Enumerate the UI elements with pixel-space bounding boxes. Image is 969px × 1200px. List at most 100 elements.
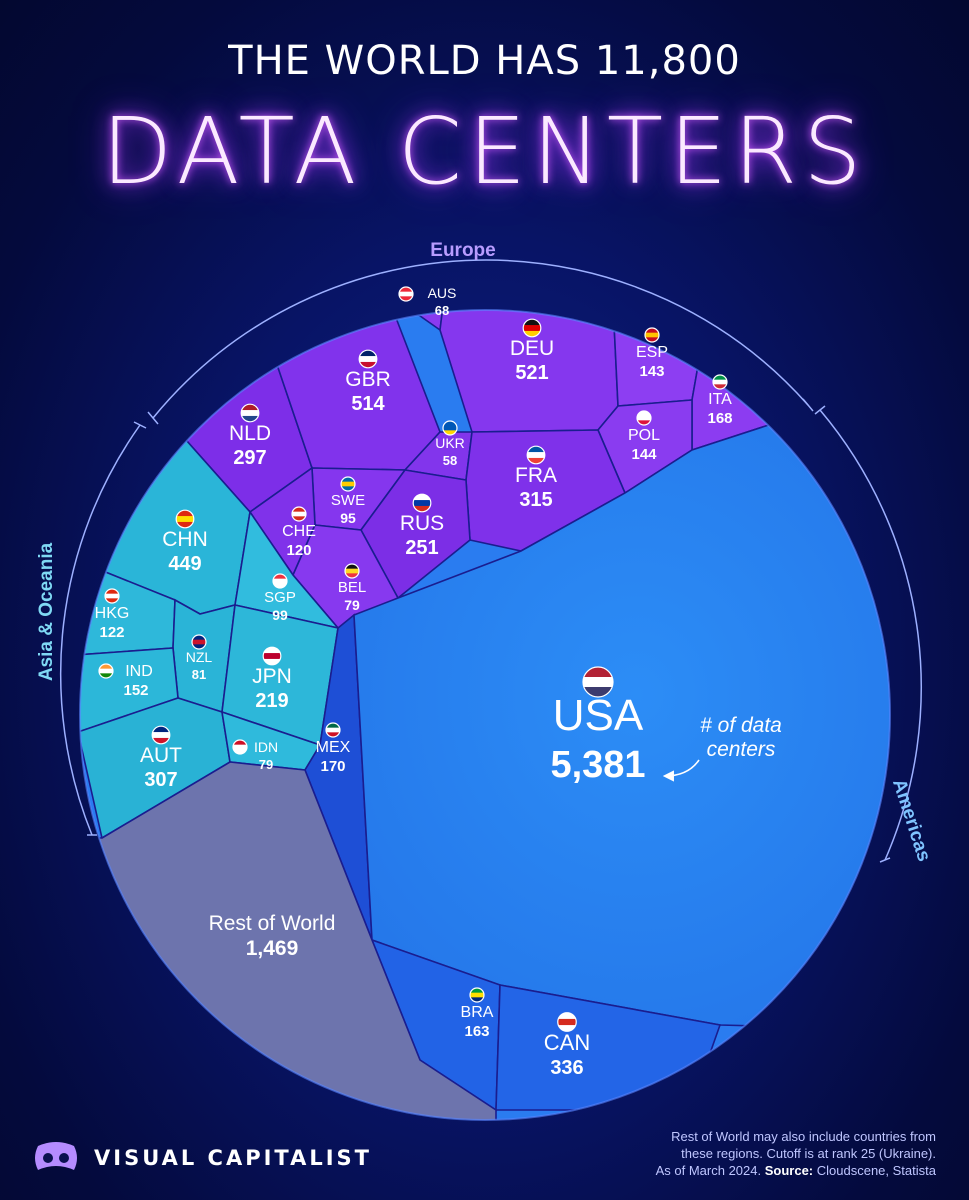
value-swe: 95 xyxy=(340,510,356,526)
group-label-europe: Europe xyxy=(430,240,495,261)
flag-mex-icon xyxy=(325,722,341,738)
footnote-date: As of March 2024. xyxy=(655,1163,765,1178)
flag-hkg-icon xyxy=(104,588,120,604)
footnote-line3: As of March 2024. Source: Cloudscene, St… xyxy=(576,1162,936,1179)
label-gbr: GBR xyxy=(345,368,391,391)
label-chn: CHN xyxy=(162,528,208,551)
label-hkg: HKG xyxy=(95,605,130,622)
flag-jpn-icon xyxy=(262,646,282,666)
flag-gbr-icon xyxy=(358,349,378,369)
value-pol: 144 xyxy=(631,446,657,463)
value-fra: 315 xyxy=(519,489,552,511)
label-nzl: NZL xyxy=(186,649,213,665)
flag-esp-icon xyxy=(644,327,660,343)
brand-name: VISUAL CAPITALIST xyxy=(94,1146,373,1170)
label-ita: ITA xyxy=(708,391,732,408)
value-aus: 68 xyxy=(435,303,449,318)
label-swe: SWE xyxy=(331,492,365,509)
flag-nzl-icon xyxy=(191,634,207,650)
value-idn: 79 xyxy=(259,757,273,772)
label-mex: MEX xyxy=(316,739,351,756)
label-che: CHE xyxy=(282,523,316,540)
flag-bra-icon xyxy=(469,987,485,1003)
label-bel: BEL xyxy=(338,579,366,596)
value-rest-of-world: 1,469 xyxy=(246,937,299,960)
label-can: CAN xyxy=(544,1030,590,1055)
label-fra: FRA xyxy=(515,464,557,487)
flag-bel-icon xyxy=(344,563,360,579)
asia-oceania-arc xyxy=(59,424,141,836)
flag-sgp-icon xyxy=(272,573,288,589)
value-ind: 152 xyxy=(123,682,148,699)
flag-nld-icon xyxy=(240,403,260,423)
label-ukr: UKR xyxy=(435,435,465,451)
flag-chn-icon xyxy=(175,509,195,529)
label-bra: BRA xyxy=(461,1004,494,1021)
label-pol: POL xyxy=(628,427,660,444)
label-esp: ESP xyxy=(636,344,668,361)
label-rest-of-world: Rest of World xyxy=(209,912,336,935)
value-nld: 297 xyxy=(233,447,266,469)
chart-title-top: THE WORLD HAS 11,800 xyxy=(228,38,741,84)
label-idn: IDN xyxy=(254,739,278,755)
annotation-arrow xyxy=(662,759,700,782)
footnote: Rest of World may also include countries… xyxy=(576,1128,936,1179)
flag-ukr-icon xyxy=(442,420,458,436)
label-aut: AUT xyxy=(140,744,182,767)
cell-ita xyxy=(691,324,802,452)
flag-che-icon xyxy=(291,506,307,522)
flag-can-icon xyxy=(557,1012,577,1032)
value-sgp: 99 xyxy=(272,607,288,623)
flags-layer xyxy=(98,286,728,1032)
flag-swe-icon xyxy=(340,476,356,492)
flag-ind-icon xyxy=(98,663,114,679)
value-che: 120 xyxy=(286,542,311,559)
value-can: 336 xyxy=(550,1057,583,1079)
label-sgp: SGP xyxy=(264,589,296,606)
footnote-line2: these regions. Cutoff is at rank 25 (Ukr… xyxy=(681,1146,936,1161)
flag-aus-icon xyxy=(398,286,414,302)
value-rus: 251 xyxy=(405,537,438,559)
cell-rus xyxy=(360,469,471,600)
value-jpn: 219 xyxy=(255,690,288,712)
annotation-data-centers: # of data centers xyxy=(700,714,782,761)
value-usa: 5,381 xyxy=(550,744,645,786)
label-jpn: JPN xyxy=(252,665,292,688)
label-deu: DEU xyxy=(510,337,554,360)
label-usa: USA xyxy=(553,691,644,740)
value-aut: 307 xyxy=(144,769,177,791)
footnote-source-label: Source: xyxy=(764,1163,814,1178)
flag-aut-icon xyxy=(151,725,171,745)
group-label-asia-oceania: Asia & Oceania xyxy=(36,542,57,681)
label-rus: RUS xyxy=(400,512,444,535)
flag-deu-icon xyxy=(522,318,542,338)
flag-fra-icon xyxy=(526,445,546,465)
value-bra: 163 xyxy=(464,1023,489,1040)
annotation-line2: centers xyxy=(707,738,776,761)
group-label-americas: Americas xyxy=(888,776,934,864)
value-gbr: 514 xyxy=(351,393,385,415)
americas-arc xyxy=(819,409,922,861)
value-ukr: 58 xyxy=(443,453,457,468)
value-chn: 449 xyxy=(168,553,201,575)
flag-rus-icon xyxy=(412,493,432,513)
visual-capitalist-logo-icon xyxy=(35,1142,77,1170)
europe-arc xyxy=(152,259,809,419)
label-aus: AUS xyxy=(428,285,457,301)
flag-pol-icon xyxy=(636,410,652,426)
footnote-source: Cloudscene, Statista xyxy=(813,1163,936,1178)
value-bel: 79 xyxy=(344,597,360,613)
value-nzl: 81 xyxy=(192,667,206,682)
value-esp: 143 xyxy=(639,363,664,380)
footnote-line1: Rest of World may also include countries… xyxy=(671,1129,936,1144)
value-deu: 521 xyxy=(515,362,548,384)
label-nld: NLD xyxy=(229,422,271,445)
brand-logo: VISUAL CAPITALIST xyxy=(32,1140,372,1176)
annotation-line1: # of data xyxy=(700,714,782,737)
value-hkg: 122 xyxy=(99,624,124,641)
value-ita: 168 xyxy=(707,410,732,427)
label-ind: IND xyxy=(125,663,153,680)
flag-usa-icon xyxy=(582,666,614,698)
chart-title-main: DATA CENTERS xyxy=(101,98,868,205)
